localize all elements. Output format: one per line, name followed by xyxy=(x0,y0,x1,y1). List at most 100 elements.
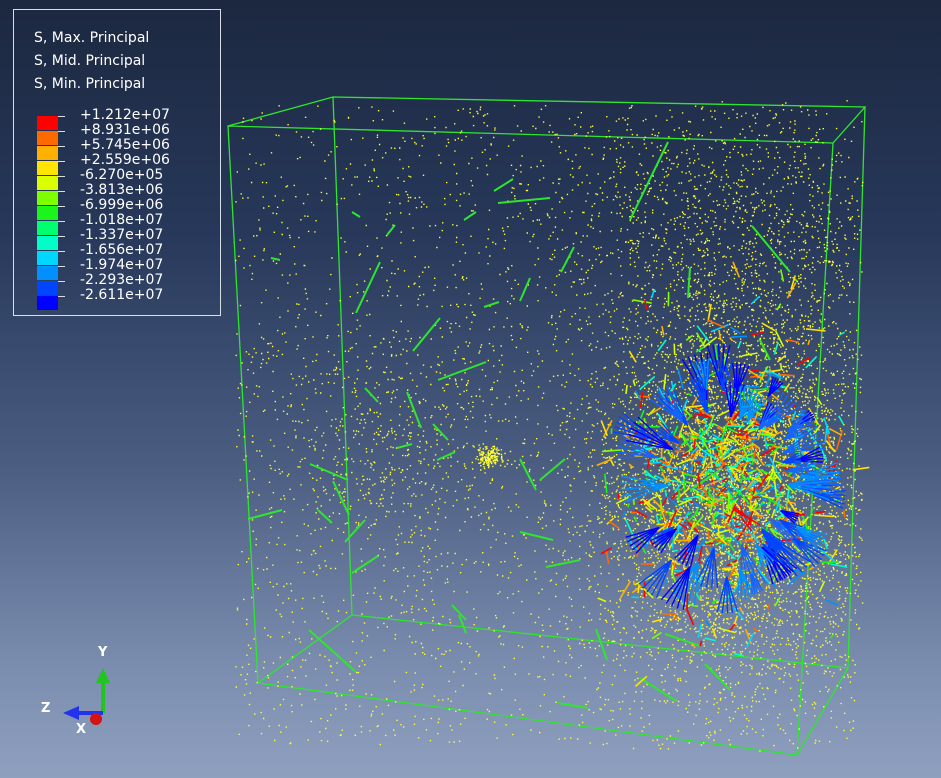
stress-vector xyxy=(757,473,769,490)
stress-vector xyxy=(771,464,776,477)
stress-vector xyxy=(731,335,748,338)
stress-rod xyxy=(364,387,379,403)
stress-vector xyxy=(801,516,810,526)
stress-vector xyxy=(703,417,710,437)
stress-vector xyxy=(690,434,709,443)
stress-vector xyxy=(765,483,781,493)
stress-vector xyxy=(791,410,797,421)
stress-vector xyxy=(732,432,744,437)
stress-vector xyxy=(692,466,695,472)
stress-vector xyxy=(776,354,787,363)
stress-vector xyxy=(699,402,717,410)
compression-vector xyxy=(761,546,788,577)
contour-legend[interactable]: S, Max. Principal S, Mid. Principal S, M… xyxy=(13,9,221,316)
stress-vector xyxy=(685,480,693,485)
stress-vector xyxy=(809,508,814,519)
stress-rod xyxy=(332,480,350,516)
stress-vector xyxy=(673,549,678,552)
compression-vector xyxy=(693,560,699,606)
compression-vector xyxy=(746,398,768,423)
compression-vector xyxy=(805,466,840,475)
stress-vector xyxy=(807,339,811,345)
stress-vector xyxy=(634,390,642,401)
compression-vector xyxy=(787,484,830,501)
stress-vector xyxy=(699,459,713,476)
compression-vector xyxy=(771,519,801,550)
stress-vector xyxy=(638,499,649,505)
compression-vector xyxy=(614,426,652,440)
stress-vector xyxy=(732,261,741,278)
stress-vector xyxy=(711,598,719,604)
stress-vector xyxy=(757,493,764,500)
compression-vector xyxy=(780,510,796,524)
stress-vector xyxy=(651,618,663,623)
stress-vector xyxy=(778,373,795,377)
stress-vector xyxy=(728,465,742,473)
stress-vector xyxy=(749,437,753,449)
stress-vector xyxy=(683,473,697,478)
stress-vector xyxy=(707,414,715,430)
legend-swatch xyxy=(37,296,58,310)
compression-vector xyxy=(722,358,725,392)
stress-rod xyxy=(309,463,349,481)
stress-vector xyxy=(749,475,761,483)
compression-vector xyxy=(724,382,732,417)
stress-vector xyxy=(680,451,689,458)
stress-vector xyxy=(707,303,712,322)
stress-vector xyxy=(650,288,656,299)
stress-vector xyxy=(816,397,823,406)
compression-vector xyxy=(713,547,719,589)
stress-vector xyxy=(667,449,672,458)
stress-vector xyxy=(709,498,715,514)
stress-vector xyxy=(707,496,725,502)
legend-value: +2.559e+06 xyxy=(80,152,170,168)
stress-vector xyxy=(720,628,736,634)
stress-vector xyxy=(649,507,655,510)
legend-tick xyxy=(58,146,65,147)
legend-title-max: S, Max. Principal xyxy=(34,30,150,46)
stress-vector xyxy=(820,549,836,562)
stress-vector xyxy=(756,514,765,517)
stress-vector xyxy=(659,500,663,510)
stress-vector xyxy=(800,562,813,567)
stress-vector xyxy=(662,374,667,392)
stress-vector xyxy=(742,456,758,462)
compression-vector xyxy=(706,358,709,390)
legend-tick xyxy=(58,236,65,237)
compression-vector xyxy=(750,573,753,595)
stress-vector xyxy=(674,479,685,493)
stress-vector xyxy=(608,455,615,467)
stress-vector xyxy=(741,352,758,357)
stress-rod xyxy=(436,451,456,461)
axis-triad[interactable] xyxy=(63,668,110,725)
stress-vector xyxy=(824,423,828,443)
compression-blue-fans xyxy=(613,343,847,614)
compression-vector xyxy=(623,484,669,504)
stress-vector xyxy=(822,537,828,549)
stress-vector xyxy=(673,435,680,440)
stress-vector xyxy=(721,567,732,570)
stress-vector xyxy=(786,338,800,344)
compression-vector xyxy=(730,382,736,417)
stress-vector xyxy=(722,430,732,445)
legend-tick xyxy=(58,221,65,222)
compression-vector xyxy=(730,382,741,417)
stress-vector xyxy=(691,642,696,649)
compression-vector xyxy=(792,537,825,557)
compression-vector xyxy=(627,526,660,543)
legend-swatch xyxy=(37,206,58,220)
stress-rod xyxy=(351,555,379,574)
stress-vector xyxy=(772,449,777,465)
stress-vector xyxy=(691,445,699,455)
stress-vector xyxy=(651,631,662,640)
stress-vector xyxy=(772,582,776,588)
stress-vector xyxy=(795,510,803,515)
stress-vector xyxy=(655,491,662,501)
compression-vector xyxy=(736,567,741,600)
compression-vector xyxy=(805,461,839,475)
stress-vector xyxy=(699,640,703,647)
compression-vector xyxy=(718,359,725,392)
stress-vector xyxy=(818,444,828,462)
stress-vector xyxy=(752,422,761,427)
